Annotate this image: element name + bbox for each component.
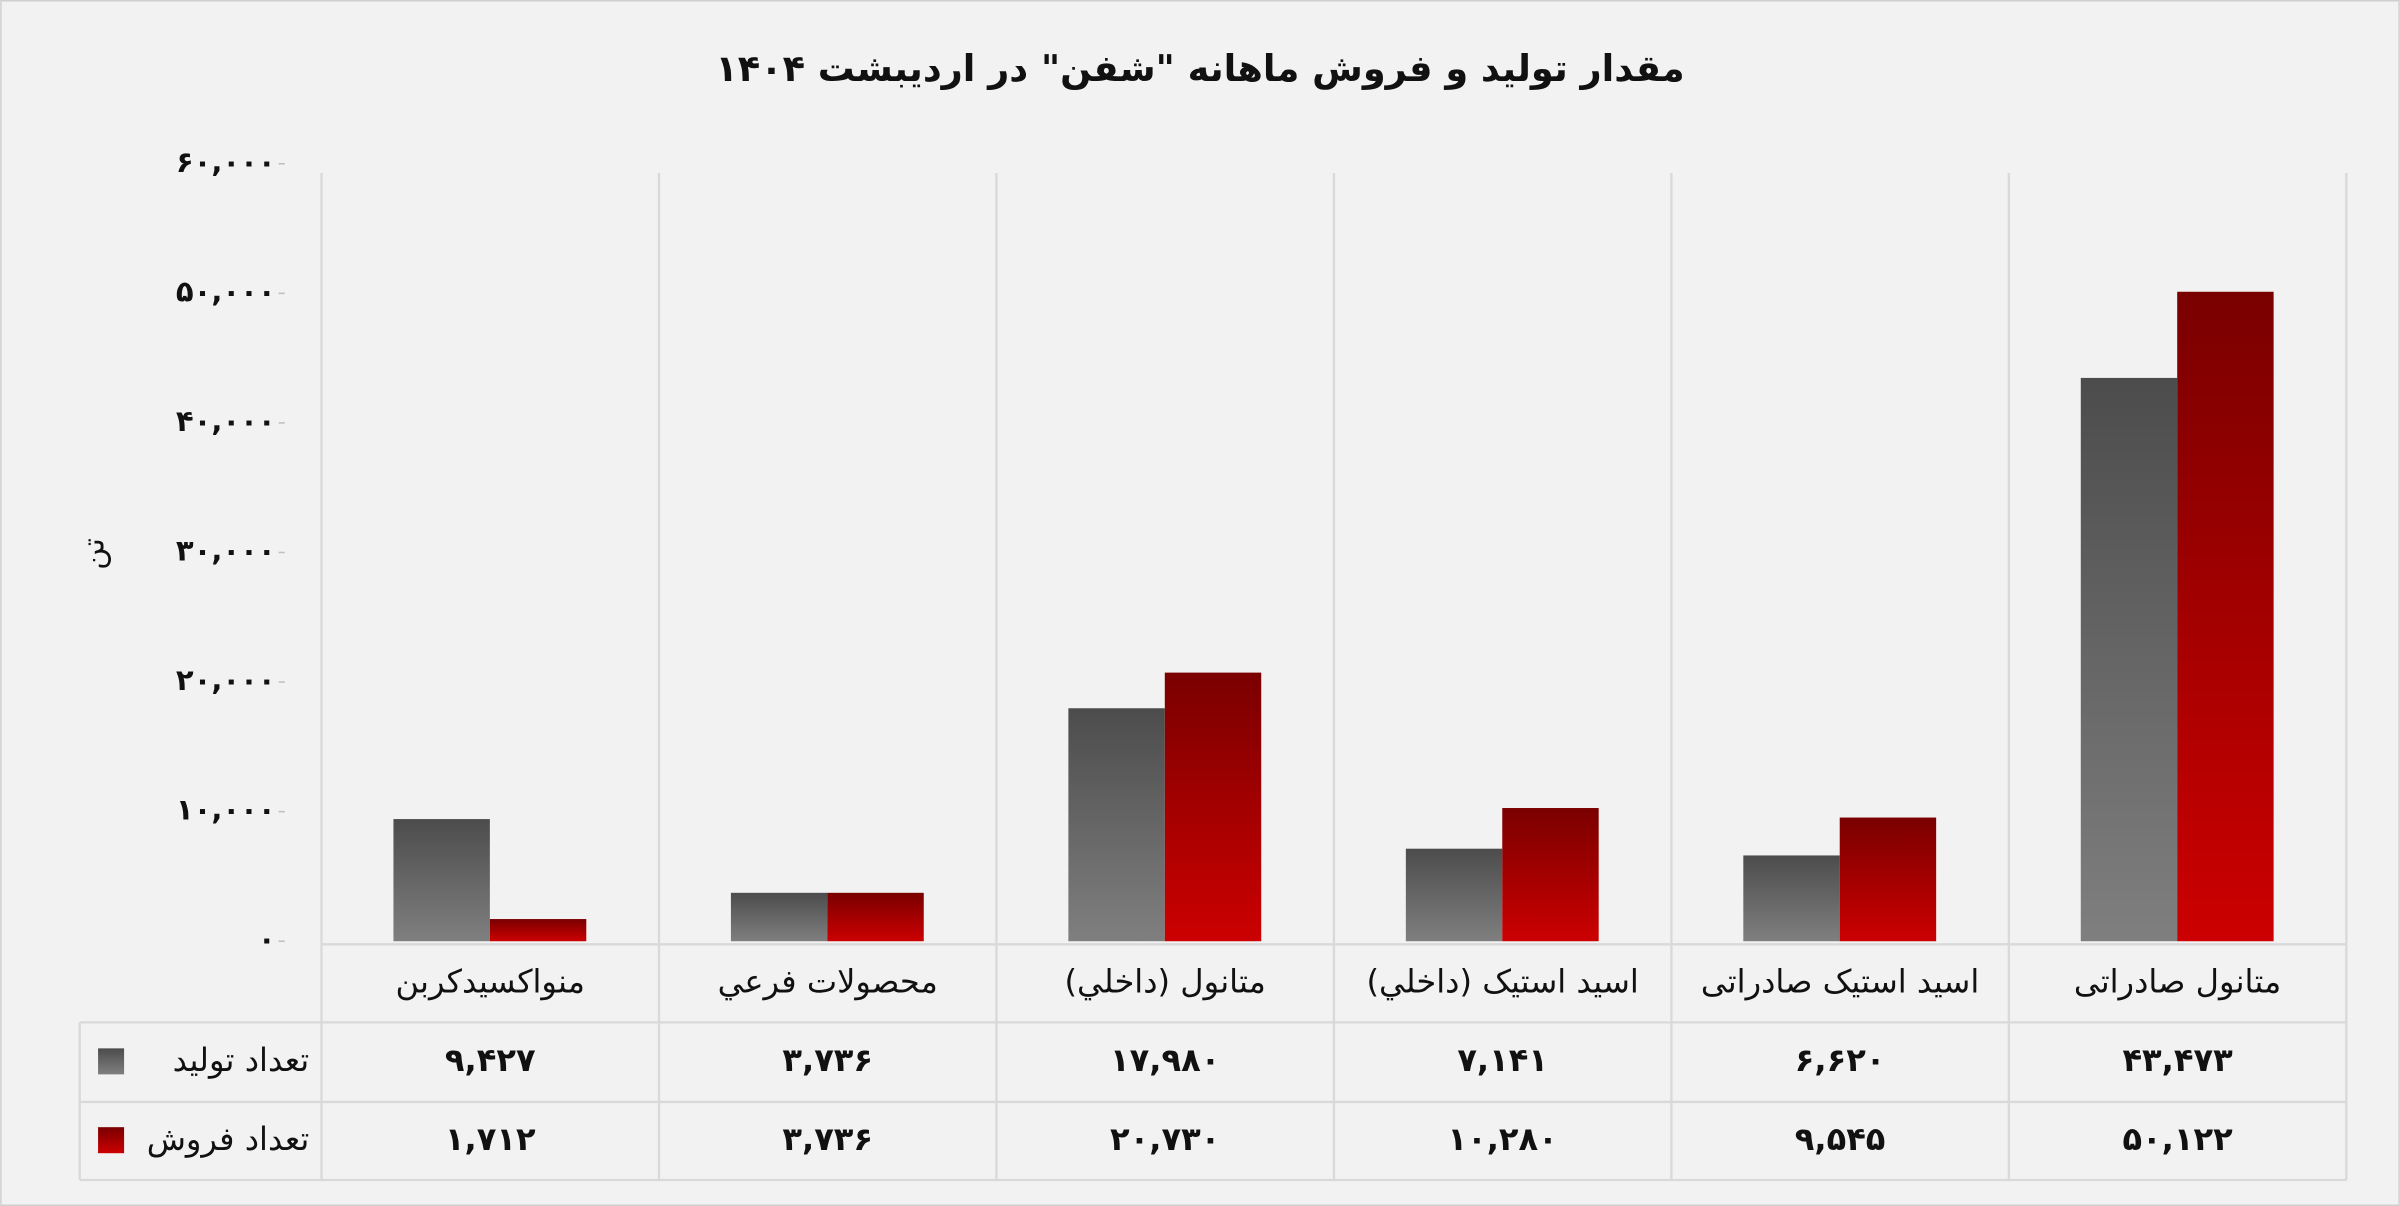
bar [1502,808,1599,942]
y-tick-label: ۴۰,۰۰۰ [176,404,276,438]
table-value: ۱۷,۹۸۰ [1110,1041,1220,1079]
bar [827,892,924,942]
legend-swatch [98,1048,125,1075]
bar [730,892,828,942]
bar [1405,848,1503,942]
bar [2080,377,2178,942]
bar [393,819,490,942]
category-label: منواکسیدکربن [396,962,585,1000]
category-label: اسید استیک صادراتی [1701,962,1979,1000]
legend-label: تعداد تولید [173,1041,310,1079]
table-value: ۴۳,۴۷۳ [2122,1041,2233,1079]
chart-title: مقدار تولید و فروش ماهانه "شفن" در اردیب… [715,47,1684,90]
table-value: ۱۰,۲۸۰ [1448,1120,1558,1158]
bar [1068,708,1165,942]
table-value: ۷,۱۴۱ [1457,1041,1548,1079]
bar [1743,855,1840,942]
y-tick-label: ۵۰,۰۰۰ [176,274,276,308]
y-axis-label: تن [77,538,112,570]
category-label: محصولات فرعي [718,962,938,1000]
table-value: ۲۰,۷۳۰ [1110,1120,1220,1158]
table-value: ۹,۴۲۷ [445,1041,536,1079]
table-value: ۵۰,۱۲۲ [2122,1120,2233,1158]
y-tick-label: ۳۰,۰۰۰ [176,533,276,567]
bar [1164,672,1262,942]
table-value: ۳,۷۳۶ [782,1041,873,1079]
bar [489,919,587,942]
y-tick-label: ۶۰,۰۰۰ [176,145,276,179]
y-tick-label: ۲۰,۰۰۰ [176,663,276,697]
table-value: ۱,۷۱۲ [445,1120,536,1158]
category-label: متانول (داخلي) [1065,962,1266,1000]
category-label: اسید استیک (داخلي) [1366,962,1638,1000]
legend-label: تعداد فروش [147,1120,310,1158]
y-tick-label: ۱۰,۰۰۰ [176,793,276,827]
bar [1839,817,1937,942]
legend-swatch [98,1127,125,1154]
table-value: ۹,۵۴۵ [1795,1120,1886,1158]
category-label: متانول صادراتی [2074,962,2281,1000]
y-tick-label: ۰ [258,922,276,956]
table-value: ۳,۷۳۶ [782,1120,873,1158]
table-value: ۶,۶۲۰ [1795,1041,1886,1079]
bar [2177,291,2274,942]
